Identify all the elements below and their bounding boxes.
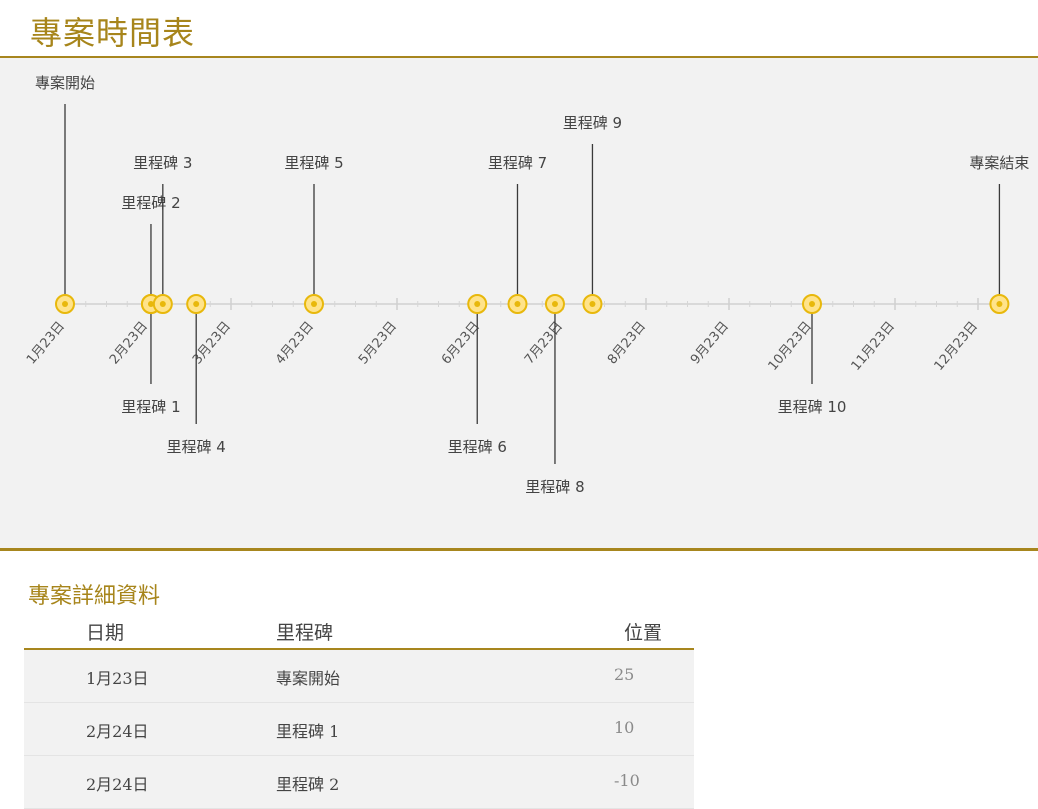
axis-label: 7月23日 [522,319,566,368]
page-title: 專案時間表 [30,14,196,52]
milestone-label: 里程碑 8 [525,478,584,496]
milestone-dot [474,301,481,307]
milestone-dot [551,301,558,307]
axis-label: 9月23日 [688,319,732,368]
axis-label: 5月23日 [356,319,400,368]
axis-label: 8月23日 [605,319,649,368]
panel-divider [0,548,1038,551]
milestone-label: 里程碑 6 [448,438,507,456]
milestone-dot [147,301,154,307]
axis-label: 12月23日 [932,319,981,374]
table-row[interactable]: 2月24日 里程碑 2 -10 [24,756,694,809]
cell-milestone: 里程碑 1 [276,722,340,741]
milestone-dot [62,301,68,307]
table-row[interactable]: 2月24日 里程碑 1 10 [24,703,694,756]
axis-label: 1月23日 [24,319,68,368]
header-milestone: 里程碑 [276,622,334,644]
cell-milestone: 專案開始 [276,669,341,688]
cell-date: 2月24日 [86,775,149,794]
axis-label: 11月23日 [849,319,898,374]
milestone-dot [809,301,815,307]
header-date: 日期 [86,622,125,644]
header-position: 位置 [624,622,663,644]
milestone-label: 里程碑 10 [778,398,847,416]
cell-position: -10 [614,771,640,790]
timeline-chart: 1月23日 2月23日 3月23日 4月23日 5月23日 6月23日 7月23日 8月23日… [24,74,1030,496]
cell-date: 1月23日 [86,669,149,688]
title-divider [0,56,1038,58]
milestone-dot [159,301,166,307]
cell-position: 10 [614,718,635,737]
milestone-label: 里程碑 4 [167,438,226,456]
milestone-label: 里程碑 2 [121,194,180,212]
milestone-label: 里程碑 1 [121,398,180,416]
milestone-dot [996,301,1003,307]
milestone-label: 專案結束 [969,154,1029,172]
table-header: 日期 里程碑 位置 [24,612,694,650]
cell-date: 2月24日 [86,722,149,741]
axis-label: 10月23日 [766,319,815,374]
milestone-label: 專案開始 [35,74,95,92]
axis-label: 4月23日 [273,319,317,368]
milestone-dot [193,301,200,307]
milestone-dot [514,301,521,307]
milestone-label: 里程碑 9 [563,114,622,132]
axis-label: 2月23日 [107,319,151,368]
milestone-dot [311,301,317,307]
axis-label: 6月23日 [439,319,483,368]
details-table: 日期 里程碑 位置 1月23日 專案開始 25 2月24日 里程碑 1 10 2月24日 里程… [24,612,694,809]
table-row[interactable]: 1月23日 專案開始 25 [24,650,694,703]
milestone-label: 里程碑 7 [488,154,547,172]
milestone-dot [589,301,596,307]
table-body: 1月23日 專案開始 25 2月24日 里程碑 1 10 2月24日 里程碑 2 -10 [24,650,694,809]
cell-position: 25 [614,665,635,684]
cell-milestone: 里程碑 2 [276,775,340,794]
details-title: 專案詳細資料 [28,584,161,609]
milestone-label: 里程碑 3 [133,154,192,172]
milestone-label: 里程碑 5 [284,154,343,172]
